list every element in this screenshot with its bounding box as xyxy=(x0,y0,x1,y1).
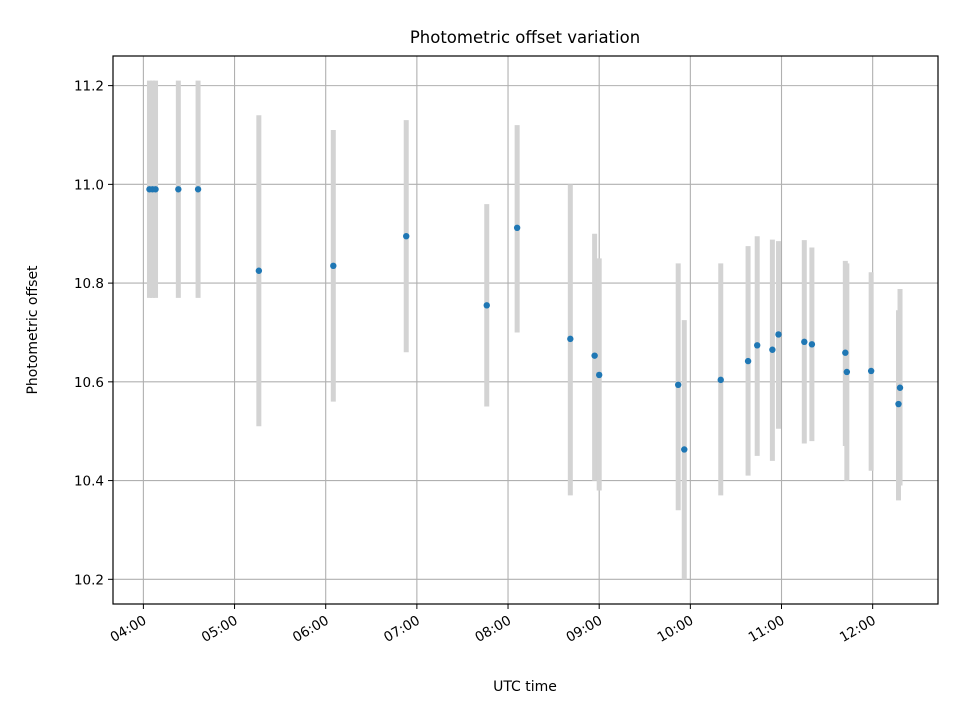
data-point xyxy=(842,349,849,356)
data-point xyxy=(483,302,490,309)
data-point xyxy=(152,186,159,193)
y-tick-label: 11.2 xyxy=(74,79,104,95)
data-point xyxy=(717,376,724,384)
data-points xyxy=(146,186,904,453)
data-point xyxy=(567,335,574,343)
y-axis-label: Photometric offset xyxy=(25,265,41,395)
data-point xyxy=(255,267,263,274)
data-point xyxy=(843,368,851,376)
data-point xyxy=(595,371,603,379)
data-point xyxy=(896,384,904,391)
data-point xyxy=(808,341,816,348)
data-point xyxy=(769,346,776,353)
data-point xyxy=(194,186,202,193)
plot-frame xyxy=(112,55,939,605)
data-point xyxy=(330,262,337,270)
data-point xyxy=(867,367,875,375)
data-point xyxy=(775,331,782,338)
data-point xyxy=(895,400,902,408)
y-axis-ticks: 10.2 10.4 10.6 10.8 11.0 11.2 xyxy=(74,79,113,588)
chart-title: Photometric offset variation xyxy=(410,28,640,47)
x-axis-label: UTC time xyxy=(493,679,557,695)
y-tick-label: 10.2 xyxy=(74,572,104,588)
data-point xyxy=(591,352,598,359)
data-point xyxy=(681,446,688,453)
data-point xyxy=(801,338,808,346)
y-tick-label: 11.0 xyxy=(74,177,104,193)
data-point xyxy=(403,232,410,240)
data-point xyxy=(674,381,682,388)
data-point xyxy=(513,224,521,232)
y-tick-label: 10.6 xyxy=(74,375,104,391)
y-tick-label: 10.8 xyxy=(74,276,104,292)
data-point xyxy=(175,186,182,193)
data-point xyxy=(744,357,752,365)
y-tick-label: 10.4 xyxy=(74,474,104,490)
data-point xyxy=(753,342,761,349)
